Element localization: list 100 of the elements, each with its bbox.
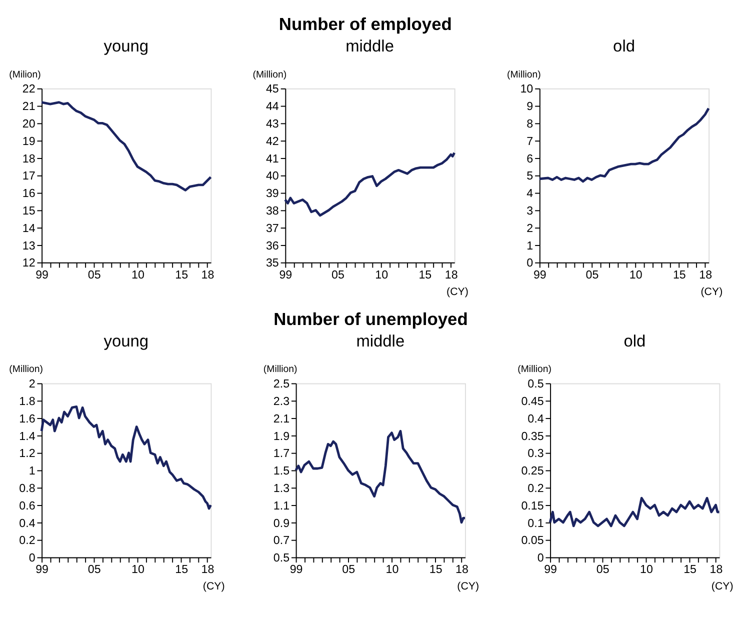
y-tick-label: 0.1 <box>528 516 544 530</box>
y-tick-label: 20 <box>22 118 36 131</box>
x-tick-label: 99 <box>279 268 292 282</box>
y-tick-label: 1.7 <box>273 447 290 460</box>
x-tick-label: 18 <box>201 563 214 576</box>
line-series <box>40 406 212 510</box>
line-series <box>294 430 466 524</box>
x-tick-label: 05 <box>88 268 101 282</box>
chart-title: middle <box>346 38 394 56</box>
y-axis-title: (Million) <box>252 69 287 80</box>
y-tick-label: 1.6 <box>19 412 36 426</box>
x-axis-title: (CY) <box>700 286 723 298</box>
x-tick-label: 18 <box>201 268 214 282</box>
y-tick-label: 0.4 <box>19 516 36 530</box>
y-tick-label: 0.6 <box>19 499 36 512</box>
chart-title: middle <box>356 332 405 350</box>
x-tick-label: 18 <box>710 563 723 576</box>
y-tick-label: 13 <box>22 239 36 252</box>
x-tick-label: 15 <box>429 563 442 576</box>
y-tick-label: 0.2 <box>528 482 544 495</box>
x-tick-label: 10 <box>375 268 388 282</box>
y-tick-label: 36 <box>266 239 279 252</box>
y-tick-label: 5 <box>526 170 534 183</box>
y-tick-label: 0.7 <box>273 534 290 548</box>
x-tick-label: 05 <box>586 268 599 282</box>
y-axis-title: (Million) <box>518 364 552 376</box>
x-tick-label: 05 <box>342 563 356 576</box>
y-tick-label: 0 <box>28 552 36 565</box>
y-tick-label: 38 <box>266 204 279 218</box>
text: Number of employed <box>278 14 452 34</box>
x-axis-title: (CY) <box>711 580 734 593</box>
x-axis-title: (CY) <box>446 286 468 298</box>
y-tick-label: 21 <box>22 100 36 114</box>
y-tick-label: 1 <box>526 239 534 252</box>
y-tick-label: 43 <box>266 118 279 131</box>
y-tick-label: 0.45 <box>521 394 544 408</box>
x-tick-label: 10 <box>629 268 642 282</box>
x-tick-label: 15 <box>672 268 686 282</box>
y-tick-label: 22 <box>22 82 36 96</box>
y-tick-label: 6 <box>526 152 534 166</box>
x-tick-label: 15 <box>175 268 188 282</box>
x-tick-label: 10 <box>132 563 144 576</box>
x-axis-title: (CY) <box>202 580 225 593</box>
y-tick-label: 7 <box>526 134 534 148</box>
y-tick-label: 2.1 <box>273 412 290 426</box>
y-axis-title: (Million) <box>263 364 298 376</box>
y-axis-title: (Million) <box>9 364 43 376</box>
line-series <box>40 101 212 192</box>
x-tick-label: 99 <box>36 563 49 576</box>
y-tick-label: 0.15 <box>521 499 544 512</box>
text: Number of unemployed <box>274 308 468 329</box>
y-tick-label: 1.9 <box>273 430 290 443</box>
y-tick-label: 0.8 <box>19 482 36 495</box>
y-tick-label: 3 <box>526 204 534 218</box>
x-tick-label: 10 <box>132 268 144 282</box>
x-tick-label: 05 <box>88 563 101 576</box>
y-tick-label: 0.9 <box>273 516 290 530</box>
x-tick-label: 18 <box>699 268 712 282</box>
x-tick-label: 15 <box>684 563 697 576</box>
y-tick-label: 2 <box>526 222 534 235</box>
x-tick-label: 99 <box>544 563 557 576</box>
x-tick-label: 99 <box>533 268 546 282</box>
y-tick-label: 35 <box>266 256 279 270</box>
y-tick-label: 18 <box>22 152 36 166</box>
y-tick-label: 39 <box>266 187 279 200</box>
y-tick-label: 1.2 <box>19 447 36 460</box>
x-tick-label: 15 <box>418 268 432 282</box>
y-tick-label: 19 <box>22 134 36 148</box>
y-tick-label: 8 <box>526 118 534 131</box>
chart-title: old <box>624 332 646 350</box>
y-tick-label: 4 <box>526 187 534 200</box>
chart-title: young <box>104 332 149 350</box>
y-tick-label: 0.25 <box>521 464 544 478</box>
y-tick-label: 41 <box>266 152 279 166</box>
y-tick-label: 0.2 <box>19 534 36 548</box>
y-tick-label: 0.05 <box>521 534 544 548</box>
x-tick-label: 15 <box>175 563 188 576</box>
y-tick-label: 42 <box>266 134 279 148</box>
y-tick-label: 1.5 <box>273 464 290 478</box>
y-tick-label: 15 <box>22 204 36 218</box>
y-tick-label: 0 <box>537 552 544 565</box>
y-axis-title: (Milion) <box>9 69 41 80</box>
y-tick-label: 2.5 <box>273 378 290 391</box>
line-series <box>538 107 710 183</box>
y-tick-label: 0.35 <box>521 430 544 443</box>
x-tick-label: 10 <box>640 563 653 576</box>
x-tick-label: 18 <box>444 268 458 282</box>
line-series <box>284 152 456 217</box>
x-tick-label: 05 <box>596 563 610 576</box>
y-tick-label: 2.3 <box>273 394 290 408</box>
y-tick-label: 1.4 <box>19 430 36 443</box>
y-tick-label: 40 <box>266 170 279 183</box>
y-tick-label: 2 <box>28 378 36 391</box>
chart-title: young <box>104 38 149 56</box>
y-tick-label: 1.1 <box>273 499 290 512</box>
x-tick-label: 10 <box>386 563 399 576</box>
y-tick-label: 0.5 <box>273 552 290 565</box>
y-tick-label: 9 <box>526 100 534 114</box>
chart-title: old <box>613 38 635 56</box>
y-tick-label: 0.3 <box>528 447 544 460</box>
